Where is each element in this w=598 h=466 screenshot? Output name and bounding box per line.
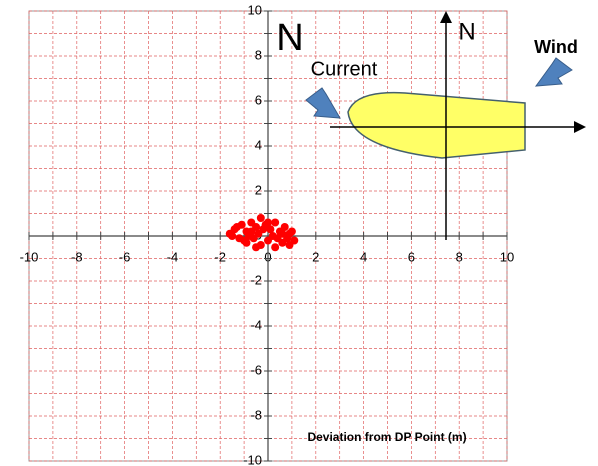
point <box>252 243 260 251</box>
x-tick-label: -8 <box>71 249 83 264</box>
north-label: N <box>276 17 303 59</box>
y-tick-label: 2 <box>255 182 262 197</box>
point <box>247 228 255 236</box>
y-tick-label: 10 <box>248 2 262 17</box>
chart: -10-8-6-4-20246810-10-8-6-4-20246810 N N… <box>0 0 598 466</box>
y-tick-label: 4 <box>255 137 262 152</box>
y-tick-label: 8 <box>255 47 262 62</box>
arrowhead <box>574 121 586 133</box>
y-tick-label: -2 <box>250 272 262 287</box>
x-tick-label: -10 <box>20 249 39 264</box>
x-tick-label: 10 <box>500 249 514 264</box>
point <box>283 234 291 242</box>
point <box>271 243 279 251</box>
x-tick-label: 4 <box>360 249 367 264</box>
wind-arrow <box>536 58 572 86</box>
point <box>264 219 272 227</box>
x-tick-label: -4 <box>167 249 179 264</box>
x-axis-label: Deviation from DP Point (m) <box>307 430 466 444</box>
x-tick-label: 6 <box>408 249 415 264</box>
current-label: Current <box>311 58 378 80</box>
y-tick-label: -8 <box>250 407 262 422</box>
point <box>228 232 236 240</box>
point <box>233 223 241 231</box>
point <box>271 219 279 227</box>
x-tick-label: 2 <box>312 249 319 264</box>
y-tick-label: 6 <box>255 92 262 107</box>
x-tick-label: 8 <box>456 249 463 264</box>
point <box>240 237 248 245</box>
x-tick-label: -6 <box>119 249 131 264</box>
point <box>259 225 267 233</box>
x-tick-label: -2 <box>214 249 226 264</box>
point <box>288 228 296 236</box>
point <box>257 214 265 222</box>
y-tick-label: -4 <box>250 317 262 332</box>
y-tick-label: -10 <box>243 452 262 466</box>
ship-north-label: N <box>458 18 475 45</box>
point <box>274 234 282 242</box>
wind-label: Wind <box>534 37 578 57</box>
y-tick-label: -6 <box>250 362 262 377</box>
